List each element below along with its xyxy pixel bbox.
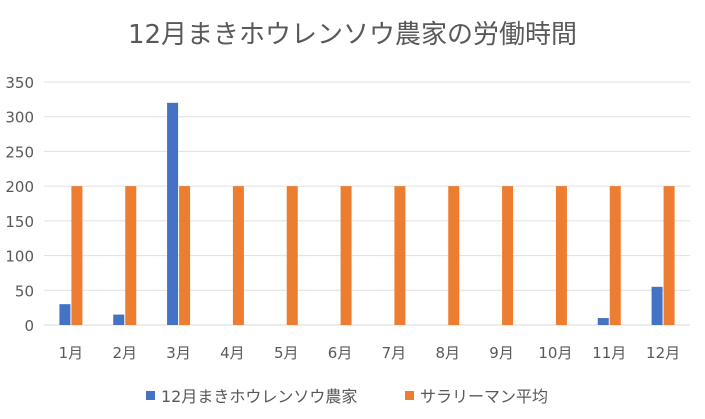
bar-series-2 <box>555 186 567 325</box>
bar-series-1 <box>167 102 179 325</box>
legend-item-series-2: サラリーマン平均 <box>405 383 548 407</box>
x-tick-label: 1月 <box>59 344 84 362</box>
x-tick-label: 9月 <box>489 344 514 362</box>
bar-series-1 <box>113 314 125 325</box>
x-axis-ticks: 1月 2月 3月 4月 5月 6月 7月 8月 9月 10月 11月 12月 <box>59 344 680 362</box>
bar-series-2 <box>232 186 244 325</box>
bar-series-1 <box>651 286 663 325</box>
legend-label-series-2: サラリーマン平均 <box>420 387 549 406</box>
y-tick-label: 100 <box>5 248 34 266</box>
bar-series-2 <box>340 186 352 325</box>
x-tick-label: 6月 <box>328 344 353 362</box>
y-tick-label: 300 <box>5 109 34 127</box>
x-tick-label: 3月 <box>166 344 191 362</box>
legend-swatch-series-2 <box>405 390 414 400</box>
bar-series-2 <box>663 186 675 325</box>
bar-series-2 <box>179 186 191 325</box>
y-tick-label: 350 <box>5 74 34 92</box>
legend-item-series-1: 12月まきホウレンソウ農家 <box>146 383 357 407</box>
legend-swatch-series-1 <box>146 390 155 400</box>
bar-series-2 <box>125 186 137 325</box>
x-tick-label: 11月 <box>592 344 626 362</box>
bar-series-2 <box>502 186 514 325</box>
x-tick-label: 2月 <box>112 344 137 362</box>
x-tick-label: 8月 <box>435 344 460 362</box>
y-tick-label: 250 <box>5 143 34 161</box>
y-tick-label: 0 <box>24 317 34 335</box>
y-axis-ticks: 0 50 100 150 200 250 300 350 <box>5 74 34 335</box>
x-tick-label: 5月 <box>274 344 299 362</box>
legend-label-series-1: 12月まきホウレンソウ農家 <box>161 387 358 406</box>
bar-series-1 <box>59 304 71 325</box>
y-tick-label: 50 <box>15 282 34 300</box>
gridlines <box>44 81 690 326</box>
x-tick-label: 7月 <box>382 344 407 362</box>
bar-series-2 <box>394 186 406 325</box>
x-tick-label: 12月 <box>646 344 680 362</box>
bar-series-1 <box>597 318 609 325</box>
bar-series-2 <box>609 186 621 325</box>
x-tick-label: 4月 <box>220 344 245 362</box>
chart-title: 12月まきホウレンソウ農家の労働時間 <box>127 20 578 50</box>
bar-series-2 <box>286 186 298 325</box>
bar-series-2 <box>71 186 83 325</box>
bar-series-2 <box>448 186 460 325</box>
bars <box>59 102 675 325</box>
y-tick-label: 150 <box>5 213 34 231</box>
x-tick-label: 10月 <box>538 344 572 362</box>
y-tick-label: 200 <box>5 178 34 196</box>
